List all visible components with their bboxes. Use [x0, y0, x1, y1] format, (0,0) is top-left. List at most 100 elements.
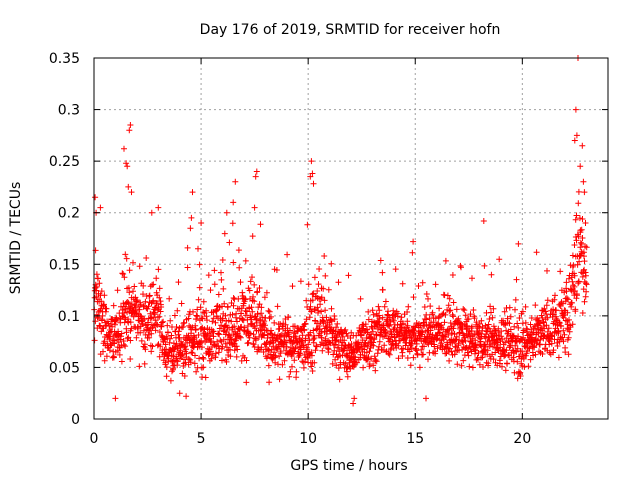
data-point	[573, 212, 580, 219]
data-point	[250, 331, 257, 338]
data-point	[309, 297, 316, 304]
data-point	[134, 297, 141, 304]
data-point	[514, 358, 521, 365]
data-point	[289, 283, 296, 290]
data-point	[569, 252, 576, 259]
data-point	[199, 354, 206, 361]
data-point	[341, 337, 348, 344]
data-point	[532, 302, 539, 309]
data-point	[156, 313, 163, 320]
data-point	[415, 283, 422, 289]
data-point	[232, 178, 239, 185]
data-point	[577, 239, 584, 246]
data-point	[188, 349, 195, 356]
data-point	[333, 337, 339, 344]
data-point	[123, 329, 130, 336]
data-point	[227, 353, 234, 360]
data-point	[365, 340, 372, 347]
data-point	[581, 266, 588, 273]
data-point	[390, 317, 397, 324]
data-point	[289, 363, 295, 370]
data-point	[511, 323, 518, 330]
data-point	[198, 220, 205, 226]
data-point	[155, 204, 162, 211]
data-point	[579, 216, 586, 222]
data-point	[302, 320, 309, 327]
data-point	[496, 256, 503, 263]
data-point	[441, 319, 448, 326]
data-point	[488, 309, 494, 316]
data-point	[515, 240, 522, 247]
data-point	[238, 323, 245, 330]
data-point	[451, 351, 458, 358]
data-point	[458, 264, 464, 271]
data-point	[308, 158, 315, 165]
data-point	[521, 363, 528, 370]
data-point	[554, 343, 561, 349]
data-point	[330, 342, 337, 349]
data-point	[335, 279, 342, 286]
data-point	[480, 347, 487, 354]
data-point	[460, 357, 467, 364]
data-point	[277, 348, 284, 355]
data-point	[116, 351, 123, 358]
plot-frame	[93, 57, 609, 420]
data-point	[381, 303, 388, 310]
data-point	[186, 322, 193, 329]
data-point	[405, 303, 412, 310]
data-point	[407, 362, 414, 369]
data-point	[308, 352, 315, 359]
data-point	[171, 312, 178, 319]
data-point	[297, 278, 304, 285]
data-point	[147, 315, 154, 322]
data-point	[342, 360, 349, 367]
data-point	[120, 341, 127, 348]
data-point	[136, 263, 143, 270]
data-point	[399, 280, 406, 287]
data-point	[539, 351, 546, 357]
data-point	[447, 307, 454, 314]
data-point	[490, 356, 497, 363]
data-point	[531, 344, 538, 351]
data-point	[111, 340, 118, 347]
data-point	[125, 334, 132, 341]
data-point	[503, 347, 510, 354]
data-point	[514, 320, 521, 327]
data-point	[195, 245, 201, 252]
y-tick-label: 0.2	[58, 206, 80, 222]
data-point	[570, 262, 577, 269]
data-point	[489, 314, 496, 321]
data-point	[427, 303, 434, 310]
data-point	[545, 325, 552, 332]
data-point	[136, 306, 143, 313]
data-point	[127, 356, 134, 362]
data-point	[321, 253, 328, 259]
data-point	[464, 349, 471, 356]
data-point	[230, 199, 237, 206]
data-point	[381, 326, 388, 333]
data-point	[131, 283, 138, 290]
data-point	[234, 318, 240, 325]
data-point	[536, 348, 542, 355]
data-point	[316, 266, 323, 272]
data-point	[293, 368, 300, 375]
data-point	[413, 340, 420, 347]
data-point	[325, 346, 332, 353]
data-point	[575, 188, 582, 195]
data-point	[384, 322, 391, 329]
data-point	[299, 332, 306, 339]
data-point	[560, 338, 567, 345]
data-point	[148, 348, 155, 355]
data-point	[579, 235, 586, 241]
data-point	[499, 336, 506, 343]
data-point	[502, 339, 509, 346]
data-point	[103, 305, 110, 312]
data-point	[221, 300, 228, 307]
data-point	[160, 318, 167, 325]
data-point	[506, 320, 513, 327]
data-point	[345, 272, 352, 279]
data-point	[487, 303, 494, 310]
data-point	[478, 317, 485, 324]
data-point	[271, 349, 278, 356]
data-point	[326, 339, 333, 346]
